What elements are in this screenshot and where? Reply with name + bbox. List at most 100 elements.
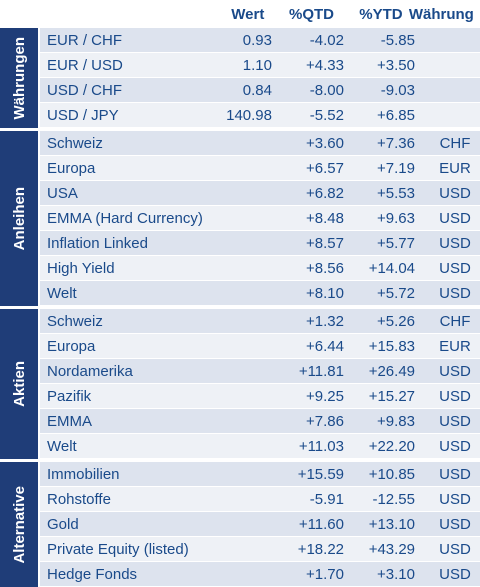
- row-qtd: +1.70: [306, 565, 344, 583]
- row-ytd: +43.29: [368, 540, 415, 558]
- row-waehrung: USD: [439, 490, 471, 508]
- row-ytd: -12.55: [372, 490, 415, 508]
- row-name: Europa: [47, 337, 96, 355]
- row-qtd: +7.86: [306, 412, 344, 430]
- row-waehrung: EUR: [439, 159, 471, 177]
- row-waehrung: CHF: [439, 134, 471, 152]
- table-row: Schweiz +1.32 +5.26 CHF: [40, 309, 480, 334]
- row-qtd: +18.22: [297, 540, 344, 558]
- row-name: Welt: [47, 437, 77, 455]
- group-2: Aktien Schweiz +1.32 +5.26 CHF Europa +6.44 +15…: [0, 306, 480, 459]
- row-wert: 140.98: [226, 106, 272, 124]
- group-label: Aktien: [0, 309, 38, 459]
- row-qtd: +6.57: [306, 159, 344, 177]
- row-name: Welt: [47, 284, 77, 302]
- row-waehrung: USD: [439, 387, 471, 405]
- row-ytd: +15.27: [368, 387, 415, 405]
- row-qtd: -5.91: [309, 490, 344, 508]
- row-name: EMMA: [47, 412, 92, 430]
- table-header: Wert %QTD %YTD Währung: [0, 0, 480, 28]
- row-ytd: +14.04: [368, 259, 415, 277]
- row-ytd: +15.83: [368, 337, 415, 355]
- row-name: Europa: [47, 159, 96, 177]
- row-qtd: +15.59: [297, 465, 344, 483]
- row-waehrung: USD: [439, 465, 471, 483]
- row-waehrung: USD: [439, 412, 471, 430]
- group-rows: EUR / CHF 0.93 -4.02 -5.85 EUR / USD 1.10 +4.3…: [40, 28, 480, 128]
- row-ytd: +22.20: [368, 437, 415, 455]
- row-qtd: -5.52: [309, 106, 344, 124]
- row-name: EUR / USD: [47, 56, 123, 74]
- row-ytd: +26.49: [368, 362, 415, 380]
- row-ytd: +13.10: [368, 515, 415, 533]
- group-label: Anleihen: [0, 131, 38, 306]
- table-row: EMMA +7.86 +9.83 USD: [40, 409, 480, 434]
- row-name: Private Equity (listed): [47, 540, 189, 558]
- row-qtd: +3.60: [306, 134, 344, 152]
- row-ytd: +7.36: [377, 134, 415, 152]
- table-row: Nordamerika +11.81 +26.49 USD: [40, 359, 480, 384]
- row-name: Immobilien: [47, 465, 120, 483]
- row-qtd: +11.81: [298, 362, 344, 380]
- row-qtd: +1.32: [306, 312, 344, 330]
- row-qtd: +6.44: [306, 337, 344, 355]
- group-rows: Schweiz +3.60 +7.36 CHF Europa +6.57 +7.19 EUR U…: [40, 131, 480, 306]
- header-ytd: %YTD: [359, 5, 403, 23]
- table-row: High Yield +8.56 +14.04 USD: [40, 256, 480, 281]
- group-rows: Schweiz +1.32 +5.26 CHF Europa +6.44 +15.83 EUR…: [40, 309, 480, 459]
- table-row: Pazifik +9.25 +15.27 USD: [40, 384, 480, 409]
- row-name: Hedge Fonds: [47, 565, 138, 583]
- row-qtd: -8.00: [309, 81, 344, 99]
- group-label-text: Alternative: [10, 485, 28, 564]
- group-rows: Immobilien +15.59 +10.85 USD Rohstoffe -5.91 -…: [40, 462, 480, 587]
- table-row: USD / JPY 140.98 -5.52 +6.85: [40, 103, 480, 128]
- row-ytd: +3.10: [377, 565, 415, 583]
- row-qtd: +11.60: [298, 515, 344, 533]
- row-ytd: +5.26: [377, 312, 415, 330]
- row-waehrung: USD: [439, 437, 471, 455]
- table-row: Europa +6.57 +7.19 EUR: [40, 156, 480, 181]
- group-3: Alternative Immobilien +15.59 +10.85 USD Rohs…: [0, 459, 480, 587]
- group-label-text: Anleihen: [10, 186, 28, 251]
- row-qtd: +8.10: [306, 284, 344, 302]
- group-label-text: Aktien: [10, 361, 28, 407]
- table-row: Welt +8.10 +5.72 USD: [40, 281, 480, 306]
- row-name: Pazifik: [47, 387, 92, 405]
- table-row: EUR / USD 1.10 +4.33 +3.50: [40, 53, 480, 78]
- row-name: Rohstoffe: [47, 490, 111, 508]
- table-row: USA +6.82 +5.53 USD: [40, 181, 480, 206]
- row-name: USD / JPY: [47, 106, 119, 124]
- row-qtd: +8.48: [306, 209, 344, 227]
- row-qtd: +11.03: [298, 437, 344, 455]
- row-name: EMMA (Hard Currency): [47, 209, 203, 227]
- header-qtd: %QTD: [288, 5, 334, 23]
- row-ytd: +5.77: [377, 234, 415, 252]
- row-name: High Yield: [47, 259, 115, 277]
- row-ytd: -9.03: [380, 81, 415, 99]
- row-waehrung: USD: [439, 540, 471, 558]
- row-waehrung: USD: [439, 362, 471, 380]
- row-qtd: +9.25: [306, 387, 344, 405]
- table-row: USD / CHF 0.84 -8.00 -9.03: [40, 78, 480, 103]
- row-waehrung: EUR: [439, 337, 471, 355]
- table-row: Europa +6.44 +15.83 EUR: [40, 334, 480, 359]
- group-label: Alternative: [0, 462, 38, 587]
- row-waehrung: USD: [439, 234, 471, 252]
- row-qtd: +6.82: [306, 184, 344, 202]
- row-name: Nordamerika: [47, 362, 133, 380]
- table-row: Welt +11.03 +22.20 USD: [40, 434, 480, 459]
- row-ytd: +6.85: [377, 106, 415, 124]
- table-row: EMMA (Hard Currency) +8.48 +9.63 USD: [40, 206, 480, 231]
- row-waehrung: USD: [439, 184, 471, 202]
- group-label: Währungen: [0, 28, 38, 128]
- row-ytd: -5.85: [380, 31, 415, 49]
- row-name: Gold: [47, 515, 79, 533]
- row-name: Schweiz: [47, 134, 103, 152]
- table-row: Inflation Linked +8.57 +5.77 USD: [40, 231, 480, 256]
- table-row: Rohstoffe -5.91 -12.55 USD: [40, 487, 480, 512]
- row-wert: 1.10: [242, 56, 272, 74]
- row-ytd: +7.19: [377, 159, 415, 177]
- row-ytd: +3.50: [377, 56, 415, 74]
- group-1: Anleihen Schweiz +3.60 +7.36 CHF Europa +6.57 +…: [0, 128, 480, 306]
